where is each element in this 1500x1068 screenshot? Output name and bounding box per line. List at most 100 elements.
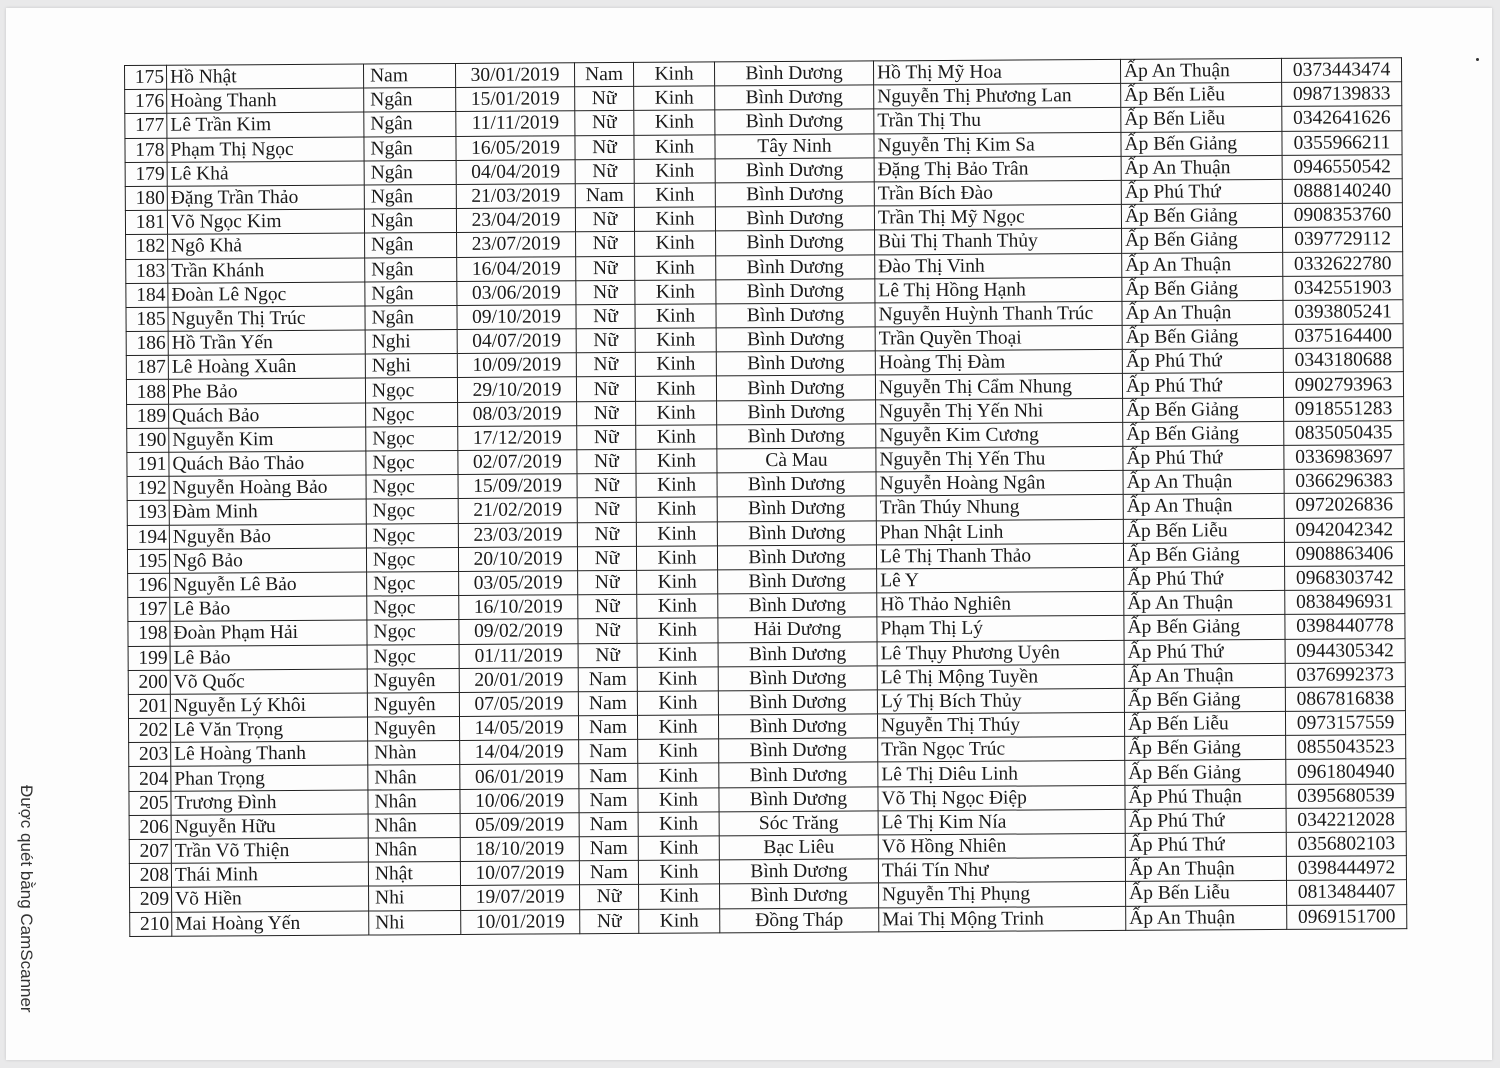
cell-phone: 0375164400: [1283, 323, 1404, 349]
cell-gender: Nam: [578, 787, 639, 813]
cell-no: 176: [124, 89, 167, 114]
cell-ethnic: Kinh: [633, 86, 715, 111]
cell-gender: Nam: [579, 812, 639, 837]
cell-phone: 0838496931: [1284, 589, 1405, 615]
cell-parent: Nguyễn Thị Kim Sa: [873, 131, 1122, 158]
cell-ethnic: Kinh: [637, 642, 719, 668]
cell-hamlet: Ấp Bến Giảng: [1124, 687, 1286, 713]
cell-ethnic: Kinh: [634, 255, 716, 281]
cell-dob: 23/07/2019: [456, 232, 576, 257]
cell-dob: 10/07/2019: [460, 860, 580, 886]
cell-parent: Lê Thụy Phương Uyên: [877, 639, 1125, 666]
cell-surname: Lê Trần Kim: [166, 112, 364, 138]
cell-phone: 0398444972: [1286, 855, 1407, 881]
cell-gender: Nam: [579, 860, 639, 886]
cell-surname: Lê Hoàng Thanh: [170, 741, 368, 767]
cell-gender: Nữ: [574, 134, 635, 160]
cell-parent: Lê Thị Kim Nía: [878, 809, 1126, 835]
cell-province: Bình Dương: [715, 254, 875, 280]
cell-name: Nguyên: [367, 716, 460, 742]
cell-name: Nhi: [368, 910, 461, 935]
cell-parent: Nguyễn Thị Cẩm Nhung: [875, 373, 1123, 400]
cell-no: 183: [125, 258, 168, 284]
cell-dob: 03/06/2019: [456, 280, 576, 306]
cell-parent: Hồ Thảo Nghiên: [876, 591, 1124, 618]
cell-province: Bình Dương: [715, 157, 875, 183]
cell-gender: Nữ: [575, 231, 635, 257]
cell-ethnic: Kinh: [636, 521, 718, 547]
cell-no: 204: [128, 766, 171, 792]
cell-dob: 09/10/2019: [456, 304, 577, 330]
cell-dob: 01/11/2019: [459, 643, 579, 669]
cell-hamlet: Ấp An Thuận: [1125, 856, 1287, 882]
cell-gender: Nữ: [579, 884, 639, 910]
cell-parent: Nguyễn Huỳnh Thanh Trúc: [874, 301, 1123, 327]
cell-hamlet: Ấp Bến Giảng: [1124, 735, 1286, 761]
cell-name: Ngân: [364, 160, 457, 185]
cell-hamlet: Ấp Phú Thứ: [1124, 638, 1286, 665]
cell-parent: Trần Ngọc Trúc: [877, 736, 1125, 763]
cell-parent: Võ Thị Ngọc Điệp: [877, 785, 1126, 811]
cell-dob: 05/09/2019: [460, 812, 580, 838]
cell-no: 195: [127, 548, 170, 574]
cell-hamlet: Ấp Bến Giảng: [1123, 542, 1285, 568]
cell-gender: Nữ: [577, 570, 637, 595]
cell-gender: Nam: [578, 667, 638, 692]
cell-hamlet: Ấp Bến Giảng: [1122, 421, 1284, 447]
cell-province: Bình Dương: [719, 883, 879, 909]
cell-ethnic: Kinh: [634, 158, 716, 184]
cell-province: Tây Ninh: [714, 133, 875, 159]
cell-ethnic: Kinh: [634, 231, 716, 256]
cell-parent: Nguyễn Thị Thúy: [877, 712, 1125, 739]
cell-gender: Nữ: [575, 280, 635, 305]
cell-province: Bình Dương: [714, 109, 874, 135]
cell-province: Bình Dương: [719, 859, 879, 885]
cell-parent: Nguyễn Hoàng Ngân: [876, 470, 1124, 497]
cell-surname: Nguyễn Thị Trúc: [167, 305, 366, 332]
cell-dob: 21/02/2019: [458, 498, 578, 524]
cell-gender: Nữ: [578, 642, 638, 668]
cell-name: Ngọc: [366, 547, 459, 572]
cell-surname: Đoàn Lê Ngọc: [167, 281, 365, 308]
cell-surname: Đặng Trần Thảo: [167, 184, 365, 211]
cell-surname: Lê Hoàng Xuân: [168, 354, 366, 380]
cell-hamlet: Ấp An Thuận: [1124, 663, 1286, 689]
cell-hamlet: Ấp An Thuận: [1121, 155, 1283, 181]
cell-no: 207: [129, 839, 172, 864]
cell-ethnic: Kinh: [637, 690, 719, 716]
cell-surname: Phan Trọng: [170, 765, 368, 791]
cell-no: 198: [127, 621, 171, 646]
cell-no: 175: [124, 65, 167, 90]
cell-name: Ngân: [364, 256, 457, 282]
cell-name: Ngọc: [367, 643, 460, 669]
cell-no: 208: [129, 863, 172, 888]
cell-surname: Trương Đình: [170, 789, 369, 816]
cell-ethnic: Kinh: [633, 134, 716, 160]
cell-province: Bình Dương: [718, 762, 878, 788]
cell-phone: 0961804940: [1285, 759, 1406, 785]
cell-phone: 0968303742: [1284, 565, 1405, 591]
cell-phone: 0867816838: [1285, 686, 1406, 712]
cell-surname: Ngô Bảo: [169, 547, 367, 574]
cell-phone: 0336983697: [1283, 444, 1404, 470]
cell-name: Ngọc: [366, 595, 459, 621]
cell-surname: Lê Bảo: [170, 644, 368, 670]
cell-name: Nguyên: [367, 692, 460, 718]
cell-surname: Ngô Khả: [167, 233, 365, 259]
cell-ethnic: Kinh: [636, 594, 718, 619]
cell-hamlet: Ấp An Thuận: [1125, 904, 1287, 931]
cell-dob: 16/10/2019: [458, 594, 578, 620]
cell-ethnic: Kinh: [638, 811, 720, 837]
cell-surname: Hoàng Thanh: [166, 88, 364, 114]
cell-hamlet: Ấp An Thuận: [1121, 251, 1283, 278]
cell-phone: 0332622780: [1282, 251, 1403, 277]
cell-ethnic: Kinh: [634, 279, 716, 305]
cell-ethnic: Kinh: [633, 110, 715, 135]
cell-name: Nhân: [367, 789, 461, 814]
cell-no: 182: [125, 234, 168, 259]
cell-no: 201: [128, 694, 171, 719]
cell-surname: Mai Hoàng Yến: [171, 910, 369, 936]
cell-province: Bình Dương: [717, 593, 877, 619]
cell-parent: Lê Thị Diêu Linh: [877, 760, 1125, 787]
cell-name: Nghi: [365, 353, 458, 379]
